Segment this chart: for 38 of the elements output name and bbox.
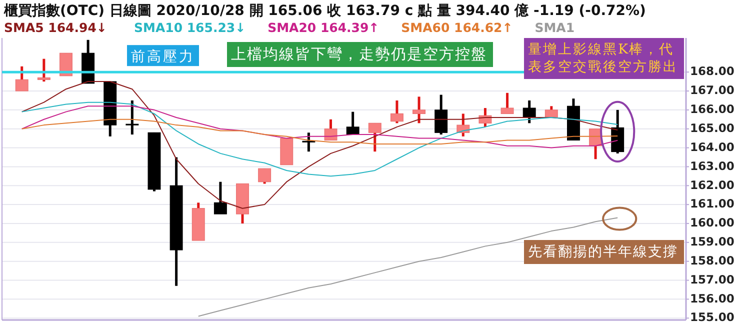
text: SMA10 165.23↓ bbox=[134, 20, 246, 35]
y-tick-label: 164.00 bbox=[690, 140, 734, 154]
y-tick-label: 157.00 bbox=[690, 272, 734, 286]
text: SMA1 bbox=[534, 20, 575, 35]
candlestick bbox=[368, 122, 382, 153]
y-tick-label: 163.00 bbox=[690, 158, 734, 173]
text: SMA20 164.39↑ bbox=[268, 20, 380, 35]
ref-line-label: 前高壓力 bbox=[131, 49, 195, 66]
y-tick-label: 166.00 bbox=[690, 102, 734, 116]
y-tick-label: 168.00 bbox=[690, 64, 734, 78]
y-tick-label: 167.00 bbox=[690, 83, 734, 98]
y-tick-label: 159.00 bbox=[690, 234, 734, 249]
candlestick bbox=[258, 167, 272, 185]
candlestick bbox=[434, 94, 448, 136]
annotation: 量增上影線黑K棒，代表多空交戰後空方勝出 bbox=[528, 41, 678, 75]
text: SMA60 164.62↑ bbox=[401, 20, 513, 35]
candlestick bbox=[412, 95, 426, 124]
y-tick-label: 156.00 bbox=[690, 291, 734, 306]
y-tick-label: 165.00 bbox=[690, 120, 734, 135]
y-tick-label: 158.00 bbox=[690, 253, 734, 268]
candlestick bbox=[37, 58, 50, 83]
y-tick-label: 161.00 bbox=[690, 196, 734, 211]
annotation: 上檔均線皆下彎，走勢仍是空方控盤 bbox=[231, 44, 487, 63]
candlestick bbox=[500, 92, 514, 115]
candlestick bbox=[346, 110, 360, 136]
candlestick bbox=[126, 99, 139, 136]
candlestick bbox=[214, 180, 227, 216]
annotation: 先看翻揚的半年線支撐 bbox=[528, 244, 678, 260]
candlestick bbox=[302, 131, 316, 153]
line-series bbox=[21, 102, 618, 177]
candlestick bbox=[522, 99, 536, 124]
candlestick bbox=[390, 99, 404, 124]
y-tick-label: 162.00 bbox=[690, 178, 734, 192]
text: SMA5 164.94↓ bbox=[4, 20, 107, 35]
y-tick-label: 155.00 bbox=[690, 310, 734, 324]
y-tick-label: 160.00 bbox=[690, 216, 734, 230]
candlestick bbox=[15, 65, 28, 92]
chart-title: 櫃買指數(OTC) 日線圖 2020/10/28 開 165.06 收 163.79 c 點 量 394.40 億 -1.19 (-0.72%) bbox=[3, 2, 646, 19]
